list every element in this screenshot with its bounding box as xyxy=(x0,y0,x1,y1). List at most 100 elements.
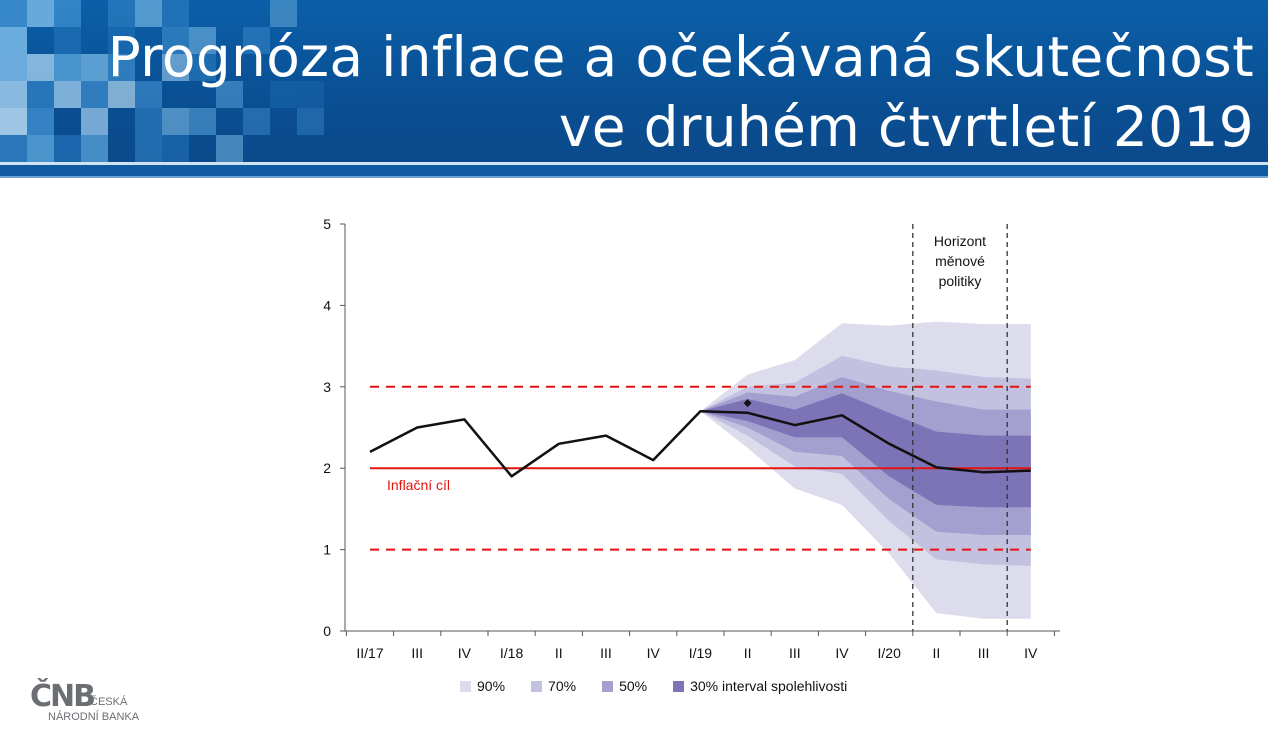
mosaic-tile xyxy=(270,0,297,27)
header-divider-light xyxy=(0,162,1268,165)
slide-title-line1: Prognóza inflace a očekávaná skutečnost xyxy=(107,25,1254,89)
y-tick-label: 0 xyxy=(323,623,331,639)
legend-item-30: 30% interval spolehlivosti xyxy=(673,678,847,694)
cnb-logo-word2: NÁRODNÍ BANKA xyxy=(48,711,140,723)
mosaic-tile xyxy=(108,27,135,54)
mosaic-tile xyxy=(54,81,81,108)
x-tick-label: I/20 xyxy=(878,645,902,661)
mosaic-tile xyxy=(270,81,297,108)
mosaic-tile xyxy=(189,54,216,81)
x-tick-label: II xyxy=(933,645,941,661)
horizon-label-line1: Horizont xyxy=(934,233,986,249)
x-tick-label: IV xyxy=(1024,645,1038,661)
mosaic-tile xyxy=(162,27,189,54)
mosaic-tile xyxy=(54,27,81,54)
x-tick-label: IV xyxy=(458,645,472,661)
slide-title-line2: ve druhém čtvrtletí 2019 xyxy=(558,95,1254,159)
mosaic-tile xyxy=(297,108,324,135)
legend-item-50: 50% xyxy=(602,678,647,694)
policy-horizon: Horizont měnové politiky xyxy=(912,224,1008,631)
mosaic-tile xyxy=(297,81,324,108)
mosaic-tile xyxy=(81,54,108,81)
mosaic-tile xyxy=(27,81,54,108)
mosaic-tile xyxy=(108,54,135,81)
mosaic-tile xyxy=(108,81,135,108)
slide-header: Prognóza inflace a očekávaná skutečnost … xyxy=(0,0,1268,165)
chart-legend: 90% 70% 50% 30% interval spolehlivosti xyxy=(460,676,847,696)
cnb-logo: ČNB ČESKÁ NÁRODNÍ BANKA xyxy=(30,682,180,728)
mosaic-tile xyxy=(135,0,162,27)
mosaic-tile xyxy=(27,135,54,162)
legend-swatch-90 xyxy=(460,680,471,692)
mosaic-tile xyxy=(162,135,189,162)
mosaic-tile xyxy=(135,135,162,162)
series-line-0 xyxy=(369,409,1031,478)
mosaic-tile xyxy=(0,0,27,27)
mosaic-tile xyxy=(81,81,108,108)
mosaic-tile xyxy=(216,135,243,162)
mosaic-tile xyxy=(81,108,108,135)
mosaic-tile xyxy=(54,54,81,81)
x-tick-label: III xyxy=(411,645,423,661)
legend-label-70: 70% xyxy=(548,678,577,694)
mosaic-tile xyxy=(0,108,27,135)
header-mosaic-decoration xyxy=(0,0,330,165)
cnb-logo-word1: ČESKÁ xyxy=(90,696,128,708)
legend-swatch-50 xyxy=(602,680,614,692)
header-divider-thin xyxy=(0,176,1268,178)
legend-label-30: 30% interval spolehlivosti xyxy=(690,678,848,694)
mosaic-tile xyxy=(27,54,54,81)
mosaic-tile xyxy=(0,135,27,162)
mosaic-tile xyxy=(162,0,189,27)
x-tick-label: I/18 xyxy=(500,645,524,661)
mosaic-tile xyxy=(0,54,27,81)
slide-title: Prognóza inflace a očekávaná skutečnost … xyxy=(108,22,1254,162)
x-tick-label: III xyxy=(600,645,612,661)
x-tick-label: II xyxy=(555,645,563,661)
mosaic-tile xyxy=(27,108,54,135)
x-tick-label: III xyxy=(789,645,801,661)
x-tick-label: IV xyxy=(647,645,661,661)
mosaic-tile xyxy=(135,81,162,108)
legend-item-70: 70% xyxy=(531,678,576,694)
horizon-label-line2: měnové xyxy=(935,253,985,269)
mosaic-tile xyxy=(216,81,243,108)
mosaic-tile xyxy=(243,108,270,135)
y-tick-label: 4 xyxy=(323,297,331,313)
x-tick-label: III xyxy=(978,645,990,661)
inflation-target-label: Inflační cíl xyxy=(387,477,450,493)
mosaic-tile xyxy=(162,54,189,81)
mosaic-tile xyxy=(81,135,108,162)
mosaic-tile xyxy=(243,27,270,54)
mosaic-tile xyxy=(0,81,27,108)
x-tick-label: II/17 xyxy=(356,645,383,661)
mosaic-tile xyxy=(27,0,54,27)
mosaic-tile xyxy=(135,108,162,135)
mosaic-tile xyxy=(0,27,27,54)
x-tick-label: IV xyxy=(835,645,849,661)
x-tick-label: II xyxy=(744,645,752,661)
x-tick-label: I/19 xyxy=(689,645,713,661)
actual-value-marker xyxy=(743,399,752,408)
mosaic-tile xyxy=(189,27,216,54)
legend-label-50: 50% xyxy=(619,678,648,694)
y-tick-label: 3 xyxy=(323,379,331,395)
mosaic-tile xyxy=(162,108,189,135)
inflation-target-lines xyxy=(370,385,1031,551)
legend-swatch-30 xyxy=(673,680,685,692)
cnb-logo-mark: ČNB xyxy=(30,679,96,714)
legend-item-90: 90% xyxy=(460,678,505,694)
mosaic-tile xyxy=(54,0,81,27)
y-tick-label: 5 xyxy=(323,216,331,232)
confidence-bands xyxy=(700,321,1031,619)
y-tick-label: 2 xyxy=(323,460,331,476)
legend-label-90: 90% xyxy=(477,678,506,694)
mosaic-tile xyxy=(108,0,135,27)
inflation-series xyxy=(369,399,1031,478)
horizon-label-line3: politiky xyxy=(939,273,982,289)
y-tick-label: 1 xyxy=(323,542,331,558)
legend-swatch-70 xyxy=(531,680,543,692)
mosaic-tile xyxy=(189,108,216,135)
